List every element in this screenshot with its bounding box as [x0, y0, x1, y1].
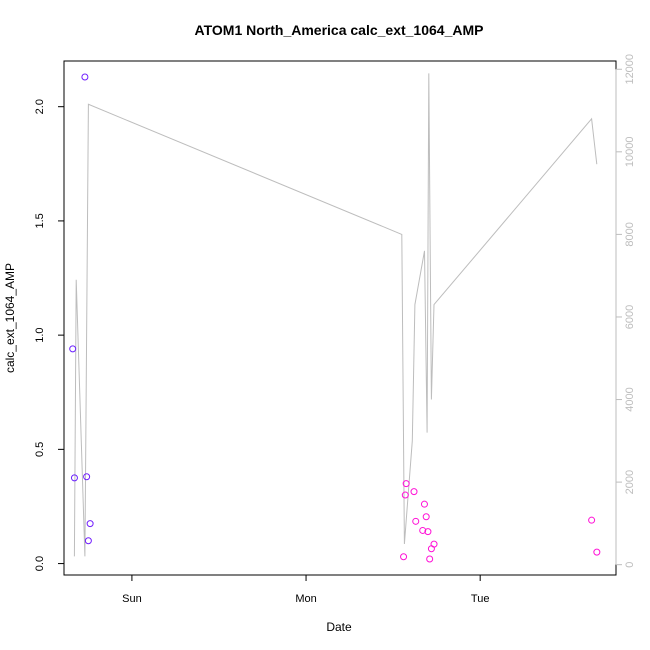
series-line-path: [73, 73, 598, 557]
secondary-y-tick-label: 6000: [624, 305, 636, 329]
y-axis: 0.0 0.5 1.0 1.5 2.0: [34, 99, 64, 571]
data-point: [419, 526, 427, 534]
secondary-y-tick-label: 4000: [624, 387, 636, 411]
x-axis-label: Date: [326, 620, 352, 634]
data-point: [402, 480, 410, 488]
y-tick-label: 1.5: [34, 213, 46, 228]
data-point: [400, 553, 408, 561]
x-tick-label: Sun: [122, 593, 142, 605]
secondary-y-tick-label: 12000: [624, 54, 636, 85]
y-tick-label: 1.0: [34, 327, 46, 342]
data-point: [426, 555, 434, 563]
data-point: [83, 473, 91, 481]
secondary-y-tick-label: 0: [624, 562, 636, 568]
data-point: [86, 520, 94, 528]
y-tick-label: 2.0: [34, 99, 46, 114]
x-tick-label: Mon: [295, 593, 316, 605]
series-line: [73, 73, 598, 557]
chart-title: ATOM1 North_America calc_ext_1064_AMP: [195, 22, 484, 38]
series-points: [69, 73, 601, 563]
data-point: [424, 528, 432, 536]
secondary-y-tick-label: 2000: [624, 470, 636, 494]
data-point: [412, 517, 420, 525]
data-point: [593, 548, 601, 556]
data-point: [69, 345, 77, 353]
y-tick-label: 0.5: [34, 442, 46, 457]
data-point: [84, 537, 92, 545]
data-point: [410, 488, 418, 496]
x-tick-label: Tue: [471, 593, 490, 605]
y-tick-label: 0.0: [34, 556, 46, 571]
y-axis-label: calc_ext_1064_AMP: [3, 263, 17, 373]
data-point: [401, 491, 409, 499]
data-point: [81, 73, 89, 81]
data-point: [420, 500, 428, 508]
data-point: [588, 516, 596, 524]
secondary-y-axis: 0 2000 4000 6000 8000 10000 12000: [615, 54, 636, 568]
secondary-y-tick-label: 8000: [624, 222, 636, 246]
data-point: [70, 474, 78, 482]
secondary-y-tick-label: 10000: [624, 137, 636, 168]
data-point: [430, 540, 438, 548]
x-axis: Sun Mon Tue: [122, 575, 489, 605]
plot-frame: [63, 60, 617, 576]
data-point: [422, 513, 430, 521]
